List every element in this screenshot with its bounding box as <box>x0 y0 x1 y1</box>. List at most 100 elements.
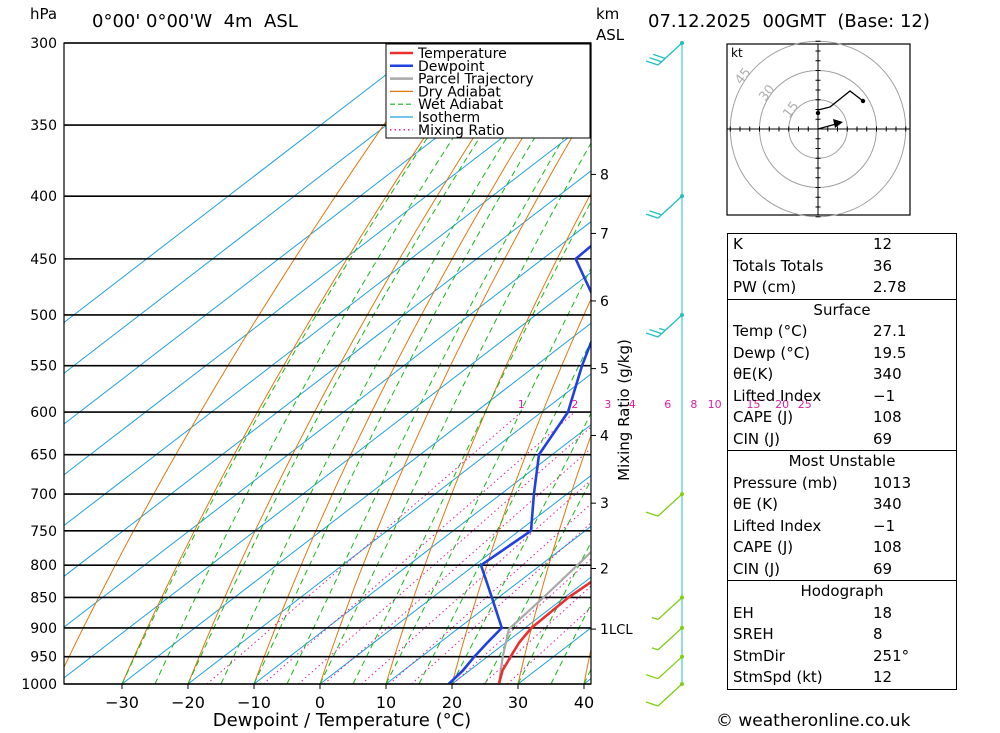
stat-row: θE (K) 340 <box>728 494 956 516</box>
legend-temperature-label: Temperature <box>417 46 507 62</box>
mixing-ratio-label: 1 <box>518 398 525 411</box>
wind-barb-flag <box>645 213 659 219</box>
km-tick-label: 2 <box>600 562 609 578</box>
wind-barb-staff <box>657 42 683 66</box>
stat-label: θE (K) <box>733 495 778 513</box>
stat-row: CIN (J) 69 <box>728 559 956 581</box>
stat-value: 27.1 <box>873 322 907 340</box>
stat-label: CAPE (J) <box>733 408 794 426</box>
x-tick-label: 0 <box>315 693 325 712</box>
legend-wet-adiabat-label: Wet Adiabat <box>418 97 504 113</box>
location-title: 0°00' 0°00'W 4m ASL <box>92 11 298 32</box>
wet-adiabat-line <box>121 43 492 684</box>
x-tick-label: 40 <box>574 693 594 712</box>
stat-value: 340 <box>873 365 902 383</box>
x-tick-label: 10 <box>376 693 396 712</box>
mixing-ratio-label: 10 <box>708 398 722 411</box>
stat-row: Lifted Index −1 <box>728 386 956 408</box>
mixing-ratio-line <box>389 503 591 684</box>
x-tick-label: −30 <box>105 693 139 712</box>
wet-adiabat-line <box>418 339 591 684</box>
mixing-ratio-label: 25 <box>798 398 812 411</box>
wind-barb <box>645 41 684 66</box>
mixing-ratio-label: 4 <box>629 398 636 411</box>
plot-frame <box>63 42 592 685</box>
parcel-trajectory-line <box>497 550 591 684</box>
wind-barb <box>651 595 684 621</box>
stat-label: K <box>733 235 743 253</box>
km-tick-label: 7 <box>600 226 609 242</box>
stat-label: Lifted Index <box>733 516 822 535</box>
stat-row: CIN (J) 69 <box>728 429 956 451</box>
y-tick-label: 700 <box>30 487 57 503</box>
x-tick-label: 20 <box>442 693 462 712</box>
isotherm-line <box>319 474 591 684</box>
km-tick-label: 6 <box>600 294 609 310</box>
stat-label: CAPE (J) <box>733 538 794 556</box>
pressure-unit-label: hPa <box>30 5 57 23</box>
stat-label: PW (cm) <box>733 278 797 296</box>
wet-adiabat-line <box>220 43 568 684</box>
surface-section: Surface Temp (°C) 27.1 Dewp (°C) 19.5 θE(K) 3… <box>728 298 956 451</box>
legend-mixing-ratio-label: Mixing Ratio <box>418 123 504 139</box>
isotherm-line <box>385 525 591 684</box>
y-tick-label: 900 <box>30 621 57 637</box>
stat-label: Dewp (°C) <box>733 343 811 362</box>
stat-value: 108 <box>873 408 902 426</box>
hodograph-stats-title: Hodograph <box>800 582 884 600</box>
stat-label: Temp (°C) <box>733 322 808 340</box>
wet-adiabat-line <box>484 478 591 684</box>
stat-row: CAPE (J) 108 <box>728 407 956 429</box>
isotherm-line <box>64 43 560 425</box>
mixing-ratio-line <box>263 411 576 684</box>
dewpoint-line <box>447 244 591 684</box>
datetime-title: 07.12.2025 00GMT (Base: 12) <box>648 11 930 32</box>
km-tick-label: 5 <box>600 362 609 378</box>
stat-row: Lifted Index −1 <box>728 516 956 538</box>
mixing-ratio-line <box>411 522 591 684</box>
wet-adiabat-line <box>517 541 591 684</box>
lcl-label: LCL <box>609 623 633 638</box>
hodograph-start-point <box>815 110 821 116</box>
y-tick-label: 950 <box>30 650 57 666</box>
stat-label: EH <box>733 603 754 622</box>
wet-adiabat-line <box>451 412 591 684</box>
indices-section: K 12 Totals Totals 36 PW (cm) 2.78 <box>728 234 956 299</box>
legend-dewpoint-label: Dewpoint <box>418 59 485 75</box>
stat-value: 12 <box>873 235 893 253</box>
x-tick-label: −10 <box>237 693 271 712</box>
mixing-ratio-line <box>361 479 591 684</box>
wind-barb-flag <box>649 57 662 63</box>
km-tick-label: 4 <box>600 428 609 444</box>
credit-text: © weatheronline.co.uk <box>716 711 911 731</box>
stat-row: StmSpd (kt) 12 <box>728 667 956 689</box>
stat-value: 1013 <box>873 473 912 492</box>
hodograph-unit-label: kt <box>731 46 743 60</box>
mixing-ratio-label: 20 <box>775 398 789 411</box>
mixing-ratio-label: 3 <box>604 398 611 411</box>
wind-barb-flag <box>658 327 666 331</box>
surface-title: Surface <box>813 300 871 319</box>
stat-value: 18 <box>873 603 893 622</box>
wind-barb <box>651 625 684 651</box>
isotherm-line <box>64 68 591 476</box>
stat-value: 108 <box>873 538 902 556</box>
wind-barb-flag <box>645 511 659 517</box>
legend-dry-adiabat-label: Dry Adiabat <box>418 84 501 100</box>
stat-label: CIN (J) <box>733 559 781 578</box>
wind-barb-flag <box>652 53 666 60</box>
mixing-ratio-line <box>452 558 591 684</box>
y-tick-label: 350 <box>30 118 57 134</box>
stat-row: StmDir 251° <box>728 646 956 668</box>
mixing-ratio-axis-label: Mixing Ratio (g/kg) <box>615 339 633 481</box>
stat-value: −1 <box>873 516 896 535</box>
wind-barb-flag <box>645 701 659 707</box>
wind-barb-flag <box>645 332 659 338</box>
stat-value: 2.78 <box>873 278 907 296</box>
dry-adiabat-line <box>187 43 536 684</box>
stat-label: Pressure (mb) <box>733 473 838 492</box>
mixing-ratio-line <box>297 426 591 684</box>
wet-adiabat-line <box>385 267 591 684</box>
x-tick-label: 30 <box>508 693 528 712</box>
stat-row: K 12 <box>728 234 956 256</box>
